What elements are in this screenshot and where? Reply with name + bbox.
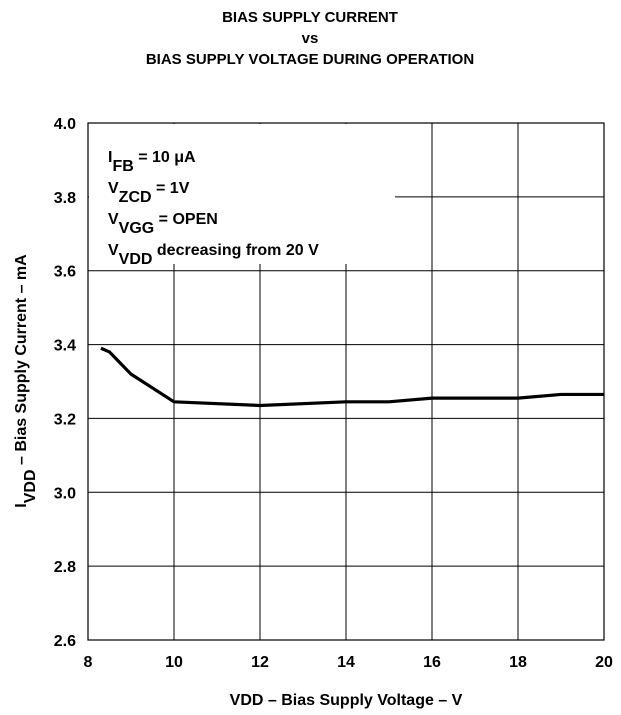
text-part: VGG (119, 220, 155, 237)
y-tick-label: 2.8 (54, 559, 76, 576)
x-tick-label: 8 (84, 654, 93, 671)
chart-title: vs (302, 30, 319, 47)
y-tick-label: 3.0 (54, 485, 76, 502)
x-axis-label: VDD – Bias Supply Voltage – V (230, 692, 463, 709)
annotation: VVGG = OPEN (108, 211, 218, 237)
text-part: = 1V (152, 180, 190, 197)
text-part: I (108, 149, 112, 166)
text-part: ZCD (119, 189, 152, 206)
y-axis-label: IVDD – Bias Supply Current – mA (13, 254, 39, 508)
text-part: V (108, 211, 119, 228)
y-tick-label: 3.4 (54, 338, 76, 355)
x-tick-label: 14 (337, 654, 355, 671)
text-part: V (108, 180, 119, 197)
text-part: – Bias Supply Current – mA (13, 254, 30, 470)
y-tick-label: 4.0 (54, 116, 76, 133)
annotation: VZCD = 1V (108, 180, 190, 206)
chart-title: BIAS SUPPLY CURRENT (222, 9, 398, 26)
x-tick-label: 18 (509, 654, 527, 671)
text-part: VDD (119, 251, 153, 268)
annotation-background (89, 124, 395, 264)
data-line (100, 346, 604, 408)
chart-title: BIAS SUPPLY VOLTAGE DURING OPERATION (146, 51, 474, 68)
x-tick-label: 16 (423, 654, 441, 671)
x-tick-label: 12 (251, 654, 269, 671)
y-tick-label: 2.6 (54, 633, 76, 650)
plot-frame (87, 122, 605, 641)
text-part: V (108, 242, 119, 259)
y-tick-label: 3.8 (54, 190, 76, 207)
text-part: = 10 μA (134, 149, 196, 166)
y-tick-label: 3.6 (54, 264, 76, 281)
text-part: VDD (22, 469, 39, 503)
text-part: = OPEN (154, 211, 218, 228)
text-part: I (13, 503, 30, 507)
x-tick-label: 10 (165, 654, 183, 671)
text-part: decreasing from 20 V (152, 242, 319, 259)
annotation: VVDD decreasing from 20 V (108, 242, 319, 268)
y-tick-label: 3.2 (54, 411, 76, 428)
text-part: FB (112, 158, 133, 175)
x-tick-label: 20 (595, 654, 613, 671)
annotation: IFB = 10 μA (108, 149, 196, 175)
